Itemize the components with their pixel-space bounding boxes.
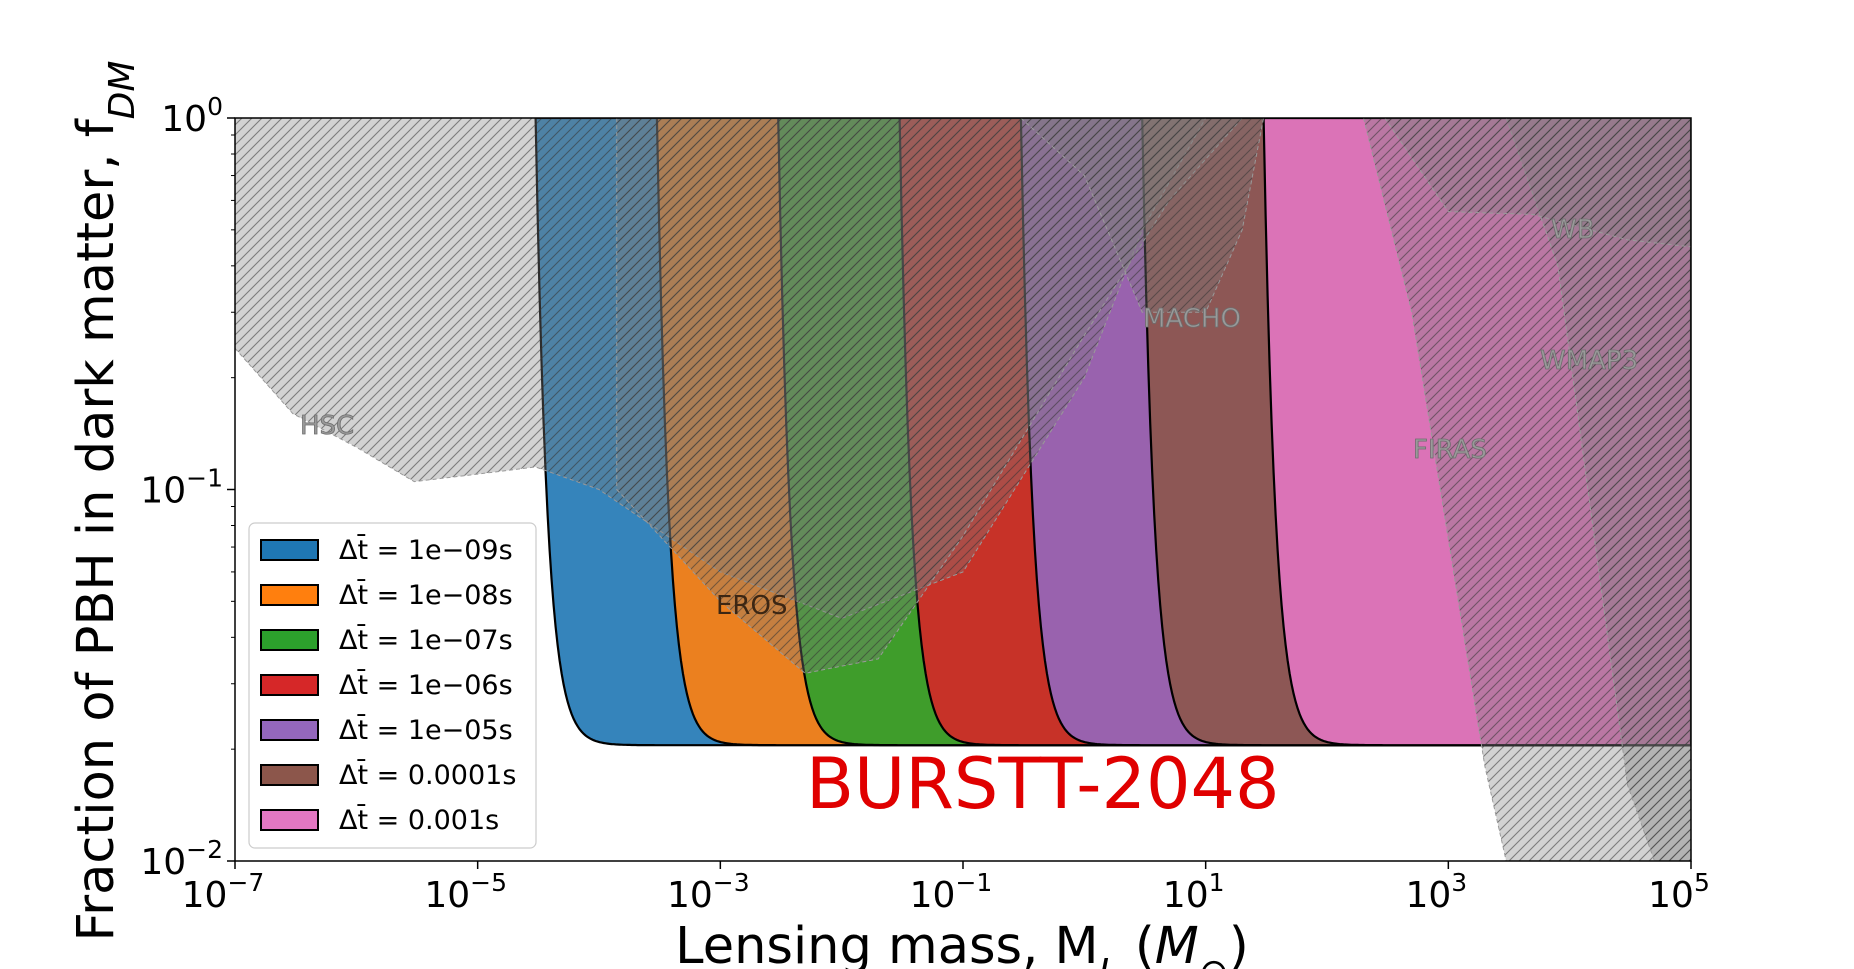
burstt-annotation: BURSTT-2048 [806,743,1280,825]
legend: Δt̄ = 1e−09s Δt̄ = 1e−08s Δt̄ = 1e−07s Δt̄ … [248,522,537,849]
constraint-wb-hatch [1384,118,1691,248]
x-tick-label-2: 10−3 [667,868,750,916]
x-tick-label-5: 103 [1405,868,1467,916]
y-tick-label-2: 10−2 [140,835,223,883]
x-tick-label-6: 105 [1648,868,1710,916]
legend-swatch-1 [260,584,319,606]
legend-label-4: Δt̄ = 1e−05s [339,714,513,746]
legend-swatch-3 [260,674,319,696]
x-tick-label-4: 101 [1163,868,1225,916]
wmap3-label: WMAP3 [1540,346,1638,376]
legend-swatch-0 [260,539,319,561]
legend-swatch-6 [260,809,319,831]
legend-box [248,522,537,849]
constraint-macho-hatch [1020,118,1265,313]
y-tick-label-0: 100 [161,92,223,140]
legend-label-5: Δt̄ = 0.0001s [339,759,516,791]
firas-label: FIRAS [1413,435,1487,465]
legend-label-3: Δt̄ = 1e−06s [339,669,513,701]
x-tick-label-3: 10−1 [910,868,993,916]
legend-swatch-2 [260,629,319,651]
x-tick-label-0: 10−7 [182,868,265,916]
legend-label-6: Δt̄ = 0.001s [339,804,499,836]
constraint-wmap3-hatch [1505,118,1691,861]
constraint-eros-hatch [616,118,1243,674]
legend-swatch-5 [260,764,319,786]
x-tick-label-1: 10−5 [424,868,507,916]
macho-label: MACHO [1143,304,1241,334]
constraint-layer [235,118,1691,861]
eros-label: EROS [716,591,787,621]
tick-layer: 10−7 10−5 10−3 10−1 101 103 105 100 10−1 10−2 [140,92,1710,916]
y-tick-label-1: 10−1 [140,464,223,512]
legend-label-1: Δt̄ = 1e−08s [339,579,513,611]
x-axis-title: Lensing mass, ML (M⊙) [675,917,1249,969]
legend-swatch-4 [260,719,319,741]
y-axis-title: Fraction of PBH in dark matter, fDM [67,61,143,942]
legend-label-2: Δt̄ = 1e−07s [339,624,513,656]
wb-label: WB [1551,215,1595,245]
legend-label-0: Δt̄ = 1e−09s [339,534,513,566]
hsc-label: HSC [300,411,354,441]
